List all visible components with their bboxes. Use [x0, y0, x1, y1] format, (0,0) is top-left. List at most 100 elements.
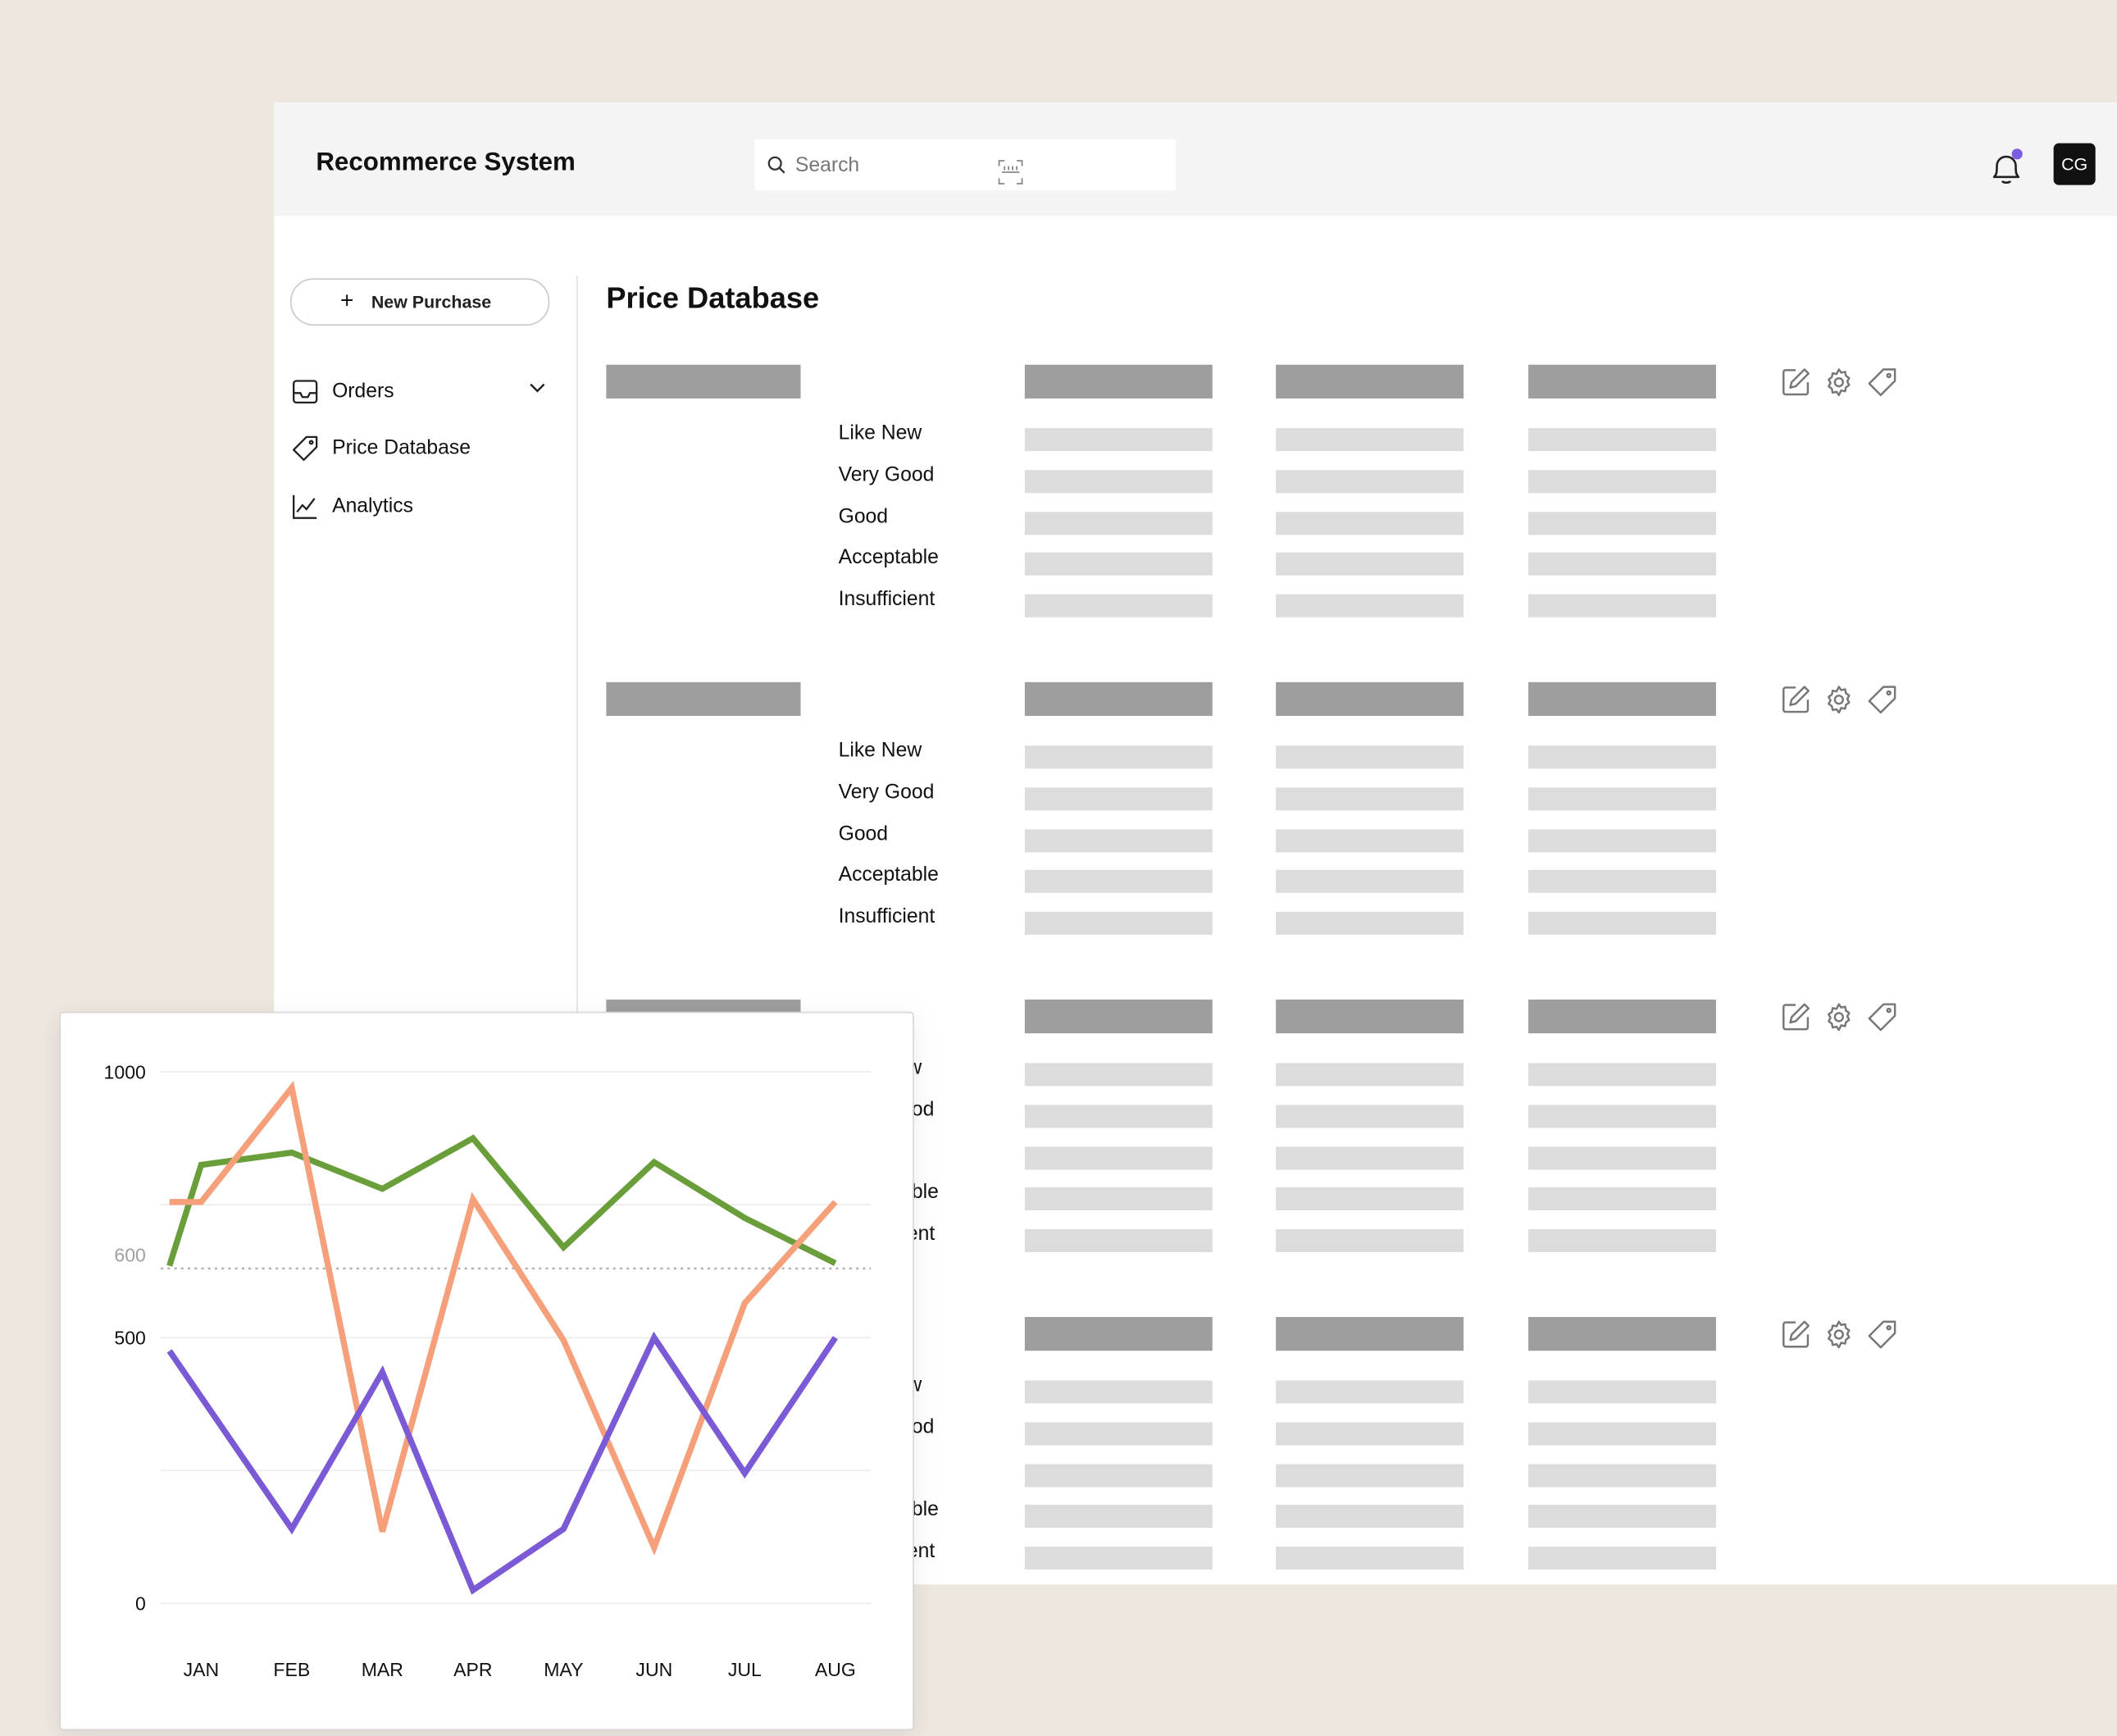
new-purchase-button[interactable]: + New Purchase: [290, 278, 550, 326]
column-header-placeholder: [1024, 681, 1213, 717]
page-title: Price Database: [606, 280, 820, 315]
x-tick-label: MAY: [544, 1659, 583, 1680]
tag-icon[interactable]: [1866, 366, 1899, 405]
tag-icon: [293, 435, 318, 462]
y-tick-label: 1000: [104, 1061, 146, 1082]
price-cell-placeholder: [1024, 595, 1213, 618]
edit-icon[interactable]: [1779, 683, 1812, 722]
sidebar-item-price-database[interactable]: Price Database: [290, 431, 553, 466]
condition-label: Like New: [838, 421, 922, 444]
edit-icon[interactable]: [1779, 366, 1812, 405]
column-header-placeholder: [1528, 364, 1716, 399]
notification-bell-icon[interactable]: [1986, 148, 2026, 189]
gear-icon[interactable]: [1823, 683, 1855, 722]
column-header-placeholder: [1024, 1317, 1213, 1351]
sidebar-item-analytics[interactable]: Analytics: [290, 489, 553, 524]
sidebar-item-label: Orders: [332, 379, 394, 403]
condition-label: Very Good: [838, 462, 935, 486]
price-cell-placeholder: [1276, 912, 1464, 936]
price-cell-placeholder: [1024, 1505, 1213, 1529]
price-cell-placeholder: [1276, 1380, 1464, 1404]
search-placeholder: Search: [794, 153, 860, 177]
price-cell-placeholder: [1024, 428, 1213, 452]
price-cell-placeholder: [1024, 1063, 1213, 1087]
chart-icon: [293, 494, 317, 519]
column-header-placeholder: [1528, 1317, 1716, 1351]
price-cell-placeholder: [1528, 1063, 1716, 1087]
gear-icon[interactable]: [1823, 1319, 1855, 1358]
price-cell-placeholder: [1024, 511, 1213, 535]
price-cell-placeholder: [1276, 553, 1464, 576]
price-cell-placeholder: [1024, 1422, 1213, 1446]
price-cell-placeholder: [1528, 745, 1716, 769]
sidebar-item-orders[interactable]: Orders: [290, 374, 553, 409]
price-cell-placeholder: [1528, 912, 1716, 936]
price-cell-placeholder: [1276, 1187, 1464, 1211]
edit-icon[interactable]: [1779, 1001, 1812, 1041]
price-cell-placeholder: [1024, 1229, 1213, 1253]
top-bar: Recommerce System Search CG: [274, 103, 2117, 216]
chart-card: 1000 600 500 0 JAN FEB MAR APR MAY JUN JUL AUG: [59, 1011, 914, 1731]
product-name-placeholder: [606, 681, 801, 717]
price-cell-placeholder: [1276, 469, 1464, 493]
line-chart: 1000 600 500 0 JAN FEB MAR APR MAY JUN JUL AUG: [104, 1061, 872, 1680]
condition-label: Good: [838, 822, 889, 845]
x-tick-label: MAR: [362, 1659, 403, 1680]
price-cell-placeholder: [1276, 870, 1464, 894]
sidebar-item-label: Analytics: [332, 494, 413, 517]
series-line-2: [169, 1080, 838, 1556]
column-header-placeholder: [1276, 1317, 1464, 1351]
price-cell-placeholder: [1528, 1547, 1716, 1570]
price-cell-placeholder: [1276, 1463, 1464, 1487]
price-cell-placeholder: [1528, 1380, 1716, 1404]
search-input[interactable]: Search: [754, 139, 1177, 191]
x-tick-label: APR: [453, 1659, 492, 1680]
y-tick-label: 500: [114, 1327, 145, 1348]
x-tick-label: AUG: [815, 1659, 856, 1680]
condition-label: Good: [838, 504, 889, 528]
price-cell-placeholder: [1276, 1547, 1464, 1570]
series-line-3: [166, 1331, 838, 1595]
gear-icon[interactable]: [1823, 366, 1855, 405]
price-cell-placeholder: [1024, 745, 1213, 769]
sidebar-divider: [576, 276, 578, 1585]
price-cell-placeholder: [1276, 786, 1464, 810]
price-cell-placeholder: [1528, 1146, 1716, 1169]
inbox-icon: [293, 380, 318, 404]
new-purchase-label: New Purchase: [371, 291, 492, 312]
user-avatar[interactable]: CG: [2053, 143, 2096, 185]
search-icon: [767, 156, 785, 174]
price-cell-placeholder: [1024, 1105, 1213, 1128]
price-cell-placeholder: [1528, 553, 1716, 576]
condition-label: Acceptable: [838, 863, 939, 887]
barcode-scan-icon[interactable]: [998, 159, 1023, 185]
price-cell-placeholder: [1528, 1422, 1716, 1446]
price-cell-placeholder: [1528, 1463, 1716, 1487]
price-cell-placeholder: [1276, 1146, 1464, 1169]
tag-icon[interactable]: [1866, 683, 1899, 722]
column-header-placeholder: [1276, 364, 1464, 399]
tag-icon[interactable]: [1866, 1001, 1899, 1041]
edit-icon[interactable]: [1779, 1319, 1812, 1358]
price-cell-placeholder: [1276, 1229, 1464, 1253]
column-header-placeholder: [1024, 999, 1213, 1034]
condition-label: Like New: [838, 739, 922, 763]
price-cell-placeholder: [1276, 1422, 1464, 1446]
price-cell-placeholder: [1528, 511, 1716, 535]
app-title: Recommerce System: [316, 148, 576, 177]
price-cell-placeholder: [1024, 469, 1213, 493]
price-cell-placeholder: [1528, 1229, 1716, 1253]
y-tick-label: 0: [135, 1592, 146, 1614]
column-header-placeholder: [1024, 364, 1213, 399]
price-cell-placeholder: [1024, 553, 1213, 576]
price-cell-placeholder: [1024, 870, 1213, 894]
column-header-placeholder: [1528, 681, 1716, 717]
price-cell-placeholder: [1528, 428, 1716, 452]
x-tick-label: JAN: [184, 1659, 220, 1680]
tag-icon[interactable]: [1866, 1319, 1899, 1358]
gear-icon[interactable]: [1823, 1001, 1855, 1041]
condition-label: Insufficient: [838, 904, 936, 928]
x-tick-label: JUL: [728, 1659, 762, 1680]
price-cell-placeholder: [1276, 1105, 1464, 1128]
chevron-down-icon[interactable]: [530, 382, 546, 393]
